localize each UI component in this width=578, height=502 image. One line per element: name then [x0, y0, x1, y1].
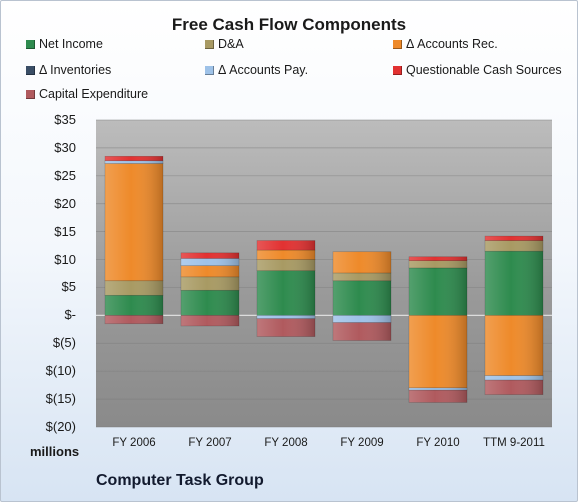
bar-fy-2007-capital-expenditure-shade	[181, 315, 239, 326]
legend-item: Δ Accounts Pay.	[205, 63, 308, 81]
y-tick-label: $30	[54, 139, 76, 155]
bar-ttm-9-2011-questionable-cash-sources-shade	[485, 236, 543, 241]
bar-fy-2006-net-income-shade	[105, 295, 163, 316]
bar-fy-2007-net-income-shade	[181, 290, 239, 316]
legend-item: Questionable Cash Sources	[393, 63, 562, 81]
y-tick-label: $25	[54, 167, 76, 183]
x-tick-label: FY 2007	[188, 437, 232, 449]
plot-background	[96, 120, 552, 427]
bar-fy-2007-accounts-pay-shade	[181, 258, 239, 266]
bar-ttm-9-2011-accounts-pay-shade	[485, 375, 543, 381]
y-tick-label: $35	[54, 112, 76, 127]
bar-fy-2010-accounts-rec-shade	[409, 315, 467, 388]
bar-fy-2009-d-a-shade	[333, 272, 391, 281]
legend-label: Δ Accounts Pay.	[218, 63, 309, 77]
legend-label: Net Income	[39, 37, 103, 51]
bar-fy-2008-net-income-shade	[257, 270, 315, 316]
y-tick-label: $5	[61, 279, 76, 295]
y-tick-label: $10	[54, 251, 76, 267]
bar-fy-2006-questionable-cash-sources-shade	[105, 156, 163, 161]
bar-fy-2008-accounts-pay-shade	[257, 315, 315, 319]
x-tick-label: FY 2006	[112, 437, 156, 449]
legend-swatch	[205, 40, 214, 49]
legend-swatch	[205, 66, 214, 75]
x-tick-label: FY 2008	[264, 437, 308, 449]
bar-fy-2007-d-a-shade	[181, 276, 239, 291]
y-tick-label: $(10)	[45, 363, 76, 379]
legend-swatch	[26, 40, 35, 49]
bar-fy-2009-capital-expenditure-shade	[333, 322, 391, 341]
bar-fy-2006-accounts-rec-shade	[105, 163, 163, 281]
bar-fy-2009-accounts-rec-shade	[333, 251, 391, 273]
y-tick-label: $15	[54, 223, 76, 239]
legend-item: D&A	[205, 37, 244, 55]
x-tick-label: FY 2010	[416, 437, 460, 449]
bar-ttm-9-2011-capital-expenditure-shade	[485, 380, 543, 395]
bar-fy-2008-d-a-shade	[257, 259, 315, 271]
bar-fy-2010-net-income-shade	[409, 267, 467, 316]
bar-fy-2010-accounts-pay-shade	[409, 387, 467, 391]
bar-ttm-9-2011-net-income-shade	[485, 251, 543, 316]
y-tick-label: $(15)	[45, 391, 76, 407]
legend-item: Δ Inventories	[26, 63, 111, 81]
legend-label: Δ Accounts Rec.	[406, 37, 498, 51]
bar-fy-2007-questionable-cash-sources-shade	[181, 252, 239, 259]
legend-item: Δ Accounts Rec.	[393, 37, 498, 55]
bar-fy-2009-net-income-shade	[333, 280, 391, 316]
legend-label: Questionable Cash Sources	[406, 63, 562, 77]
legend-item: Net Income	[26, 37, 103, 55]
bar-fy-2008-questionable-cash-sources-shade	[257, 240, 315, 251]
bar-fy-2010-questionable-cash-sources-shade	[409, 256, 467, 261]
y-tick-label: $(5)	[52, 335, 76, 351]
legend-swatch	[393, 66, 402, 75]
company-name: Computer Task Group	[96, 472, 264, 489]
x-tick-label: TTM 9-2011	[483, 437, 545, 449]
legend-swatch	[26, 66, 35, 75]
bar-fy-2010-d-a-shade	[409, 260, 467, 268]
bar-fy-2006-accounts-pay-shade	[105, 160, 163, 164]
bar-fy-2006-capital-expenditure-shade	[105, 315, 163, 324]
legend-item: Capital Expenditure	[26, 87, 148, 105]
bar-fy-2008-accounts-rec-shade	[257, 250, 315, 260]
legend-swatch	[26, 90, 35, 99]
bar-fy-2009-accounts-pay-shade	[333, 315, 391, 323]
y-tick-label: $-	[64, 307, 76, 323]
units-label: millions	[30, 444, 80, 459]
bar-fy-2006-d-a-shade	[105, 280, 163, 296]
chart-title: Free Cash Flow Components	[171, 15, 407, 34]
legend-label: Capital Expenditure	[39, 87, 149, 101]
legend-label: Δ Inventories	[39, 63, 112, 77]
bar-fy-2007-accounts-rec-shade	[181, 265, 239, 277]
bar-ttm-9-2011-d-a-shade	[485, 240, 543, 252]
x-tick-label: FY 2009	[340, 437, 384, 449]
legend-label: D&A	[218, 37, 244, 51]
y-tick-label: $20	[54, 195, 76, 211]
bar-fy-2008-capital-expenditure-shade	[257, 318, 315, 337]
bar-fy-2010-capital-expenditure-shade	[409, 390, 467, 403]
y-tick-label: $(20)	[45, 419, 76, 434]
bar-ttm-9-2011-accounts-rec-shade	[485, 315, 543, 376]
legend-swatch	[393, 40, 402, 49]
